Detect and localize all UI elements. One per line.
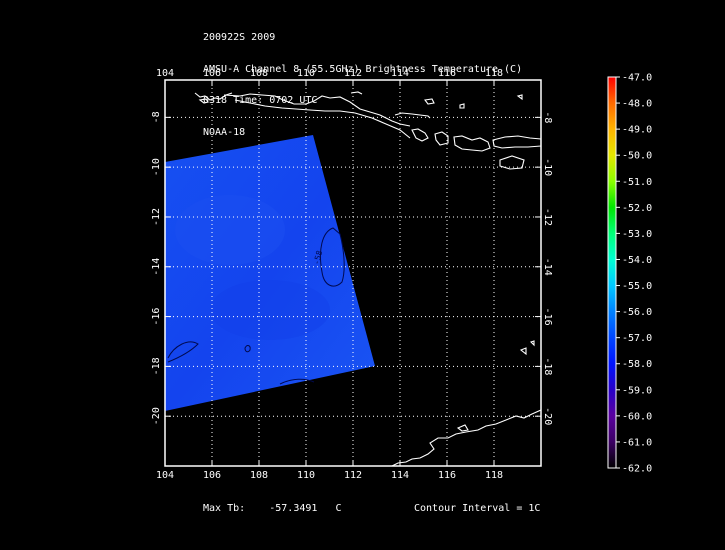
colorbar-label: -48.0 [622, 99, 652, 110]
colorbar-label: -47.0 [622, 73, 652, 84]
lat-label-right: -10 [542, 158, 553, 176]
lat-label-right: -8 [542, 111, 553, 123]
lon-label-bottom: 116 [438, 470, 456, 481]
lat-label-left: -20 [151, 407, 162, 425]
lon-label-bottom: 110 [297, 470, 315, 481]
contour-interval: Contour Interval = 1C [414, 503, 541, 514]
lon-label-top: 108 [250, 68, 268, 79]
lat-label-left: -14 [151, 258, 162, 276]
coastline-island [350, 91, 363, 95]
coastline-java [234, 99, 411, 139]
coastline-flores [492, 135, 541, 149]
coastline-island [424, 98, 435, 105]
max-tb-value: -57.3491 [269, 503, 318, 514]
contour-lines [167, 227, 345, 385]
contour-line [167, 341, 199, 363]
colorbar-label: -51.0 [622, 177, 652, 188]
max-tb-readout: Max Tb: -57.3491 C [203, 503, 342, 514]
lon-label-bottom: 104 [156, 470, 174, 481]
lat-lon-grid [165, 80, 541, 466]
coastline-sumbawa [453, 135, 491, 152]
lat-label-left: -16 [151, 308, 162, 326]
colorbar-label: -60.0 [622, 411, 652, 422]
colorbar-ramp [607, 76, 617, 469]
lat-label-left: -8 [151, 111, 162, 123]
coastline-lombok [434, 131, 449, 146]
lon-label-bottom: 106 [203, 470, 221, 481]
contour-line [319, 227, 345, 287]
colorbar-label: -54.0 [622, 255, 652, 266]
colorbar-label: -52.0 [622, 203, 652, 214]
coastline-australia [456, 424, 469, 432]
colorbar-label: -59.0 [622, 385, 652, 396]
lon-label-top: 118 [485, 68, 503, 79]
coastline-island [516, 94, 523, 101]
lon-label-top: 114 [391, 68, 409, 79]
coastline-bali [411, 128, 429, 142]
lon-label-bottom: 108 [250, 470, 268, 481]
swath-texture [175, 195, 285, 265]
coastline-sumba [499, 155, 525, 170]
contour-value-label: -58 [312, 249, 324, 265]
coastline-island [198, 98, 209, 104]
satellite-line: NOAA-18 [203, 126, 246, 138]
coastline-island [519, 347, 527, 356]
coastlines [194, 91, 541, 466]
colorbar-label: -62.0 [622, 464, 652, 475]
coastline-island [529, 340, 535, 347]
colorbar: -47.0 -48.0 -49.0 -50.0 -51.0 -52.0 -53.0 -54.0… [607, 73, 652, 475]
map-header: 200922S 2009 AMSU-A Channel 8 (55.5GHz) … [203, 12, 522, 149]
lat-label-right: -20 [542, 407, 553, 425]
lon-label-top: 110 [297, 68, 315, 79]
lat-label-left: -12 [151, 208, 162, 226]
colorbar-label: -57.0 [622, 333, 652, 344]
coastline-madura [394, 112, 431, 119]
colorbar-label: -58.0 [622, 359, 652, 370]
coastline-australia [391, 409, 541, 466]
lon-label-top: 106 [203, 68, 221, 79]
lon-label-bottom: 118 [485, 470, 503, 481]
max-tb-label: Max Tb: [203, 503, 246, 514]
colorbar-label: -50.0 [622, 151, 652, 162]
lat-label-left: -18 [151, 357, 162, 375]
lon-label-top: 104 [156, 68, 174, 79]
max-tb-unit: C [335, 503, 342, 514]
lon-label-top: 116 [438, 68, 456, 79]
colorbar-label: -56.0 [622, 307, 652, 318]
storm-id-line: 200922S 2009 [203, 32, 276, 43]
axis-ticks: 104 104 106 106 108 108 110 110 112 112 114 114 116 1… [151, 68, 553, 481]
lon-label-top: 112 [344, 68, 362, 79]
lat-label-right: -18 [542, 357, 553, 375]
coastline-java [223, 93, 411, 127]
product-title-line: AMSU-A Channel 8 (55.5GHz) Brightness Te… [203, 63, 523, 75]
coastline-sumatra [194, 92, 233, 101]
lon-label-bottom: 114 [391, 470, 409, 481]
time-line: 0318 Time: 0702 UTC [203, 95, 318, 106]
colorbar-label: -53.0 [622, 229, 652, 240]
contour-line [244, 345, 251, 353]
swath-texture [210, 280, 330, 340]
colorbar-label: -61.0 [622, 437, 652, 448]
lat-label-right: -16 [542, 308, 553, 326]
lat-label-left: -10 [151, 158, 162, 176]
lon-label-bottom: 112 [344, 470, 362, 481]
coastline-island [459, 103, 465, 109]
lat-label-right: -12 [542, 208, 553, 226]
colorbar-label: -55.0 [622, 281, 652, 292]
lat-label-right: -14 [542, 258, 553, 276]
colorbar-label: -49.0 [622, 125, 652, 136]
contour-line [279, 378, 315, 385]
